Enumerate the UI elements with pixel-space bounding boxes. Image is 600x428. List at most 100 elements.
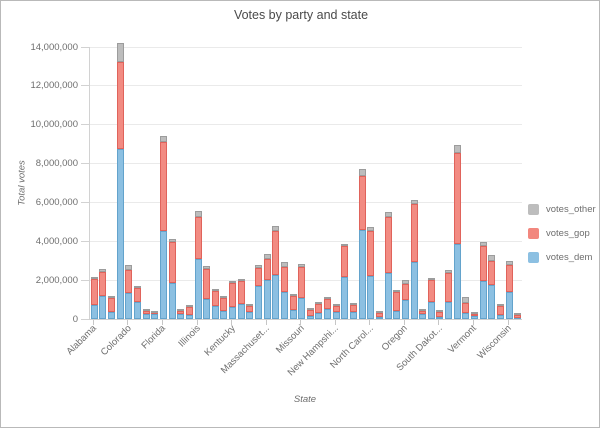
bar-segment-votes_dem-Washington[interactable] [488,285,496,319]
bar-segment-votes_gop-New York[interactable] [358,175,366,231]
bar-segment-votes_other-West Virginia[interactable] [496,303,504,306]
bar-segment-votes_gop-Idaho[interactable] [185,307,193,316]
bar-segment-votes_other-Oregon[interactable] [401,280,409,285]
bar-segment-votes_dem-Tennessee[interactable] [445,302,453,319]
bar-segment-votes_other-Arizona[interactable] [99,269,107,273]
bar-segment-votes_dem-Iowa[interactable] [211,306,219,319]
bar-segment-votes_other-Texas[interactable] [453,144,461,153]
bar-segment-votes_other-Mississippi[interactable] [289,293,297,296]
bar-segment-votes_other-Maryland[interactable] [254,264,262,269]
bar-segment-votes_gop-Utah[interactable] [462,302,470,313]
bar-segment-votes_other-Tennessee[interactable] [445,270,453,273]
bar-segment-votes_other-Florida[interactable] [159,136,167,142]
bar-segment-votes_dem-Texas[interactable] [453,243,461,319]
bar-segment-votes_dem-Arizona[interactable] [99,296,107,319]
bar-segment-votes_gop-Hawaii[interactable] [177,311,185,314]
bar-segment-votes_gop-Georgia[interactable] [168,241,176,283]
bar-segment-votes_gop-West Virginia[interactable] [496,305,504,316]
bar-segment-votes_dem-Virginia[interactable] [479,280,487,319]
bar-segment-votes_gop-Tennessee[interactable] [445,272,453,303]
bar-segment-votes_gop-California[interactable] [116,61,124,149]
bar-segment-votes_dem-Mississippi[interactable] [289,309,297,319]
bar-segment-votes_dem-District of Columbia[interactable] [151,313,159,319]
bar-segment-votes_gop-South Dakota[interactable] [436,312,444,317]
bar-segment-votes_gop-Arkansas[interactable] [108,298,116,312]
bar-segment-votes_dem-Michigan[interactable] [272,274,280,319]
bar-segment-votes_gop-Texas[interactable] [453,152,461,244]
bar-segment-votes_other-Wyoming[interactable] [514,312,522,315]
bar-segment-votes_dem-Nevada[interactable] [324,308,332,319]
bar-segment-votes_gop-Wisconsin[interactable] [505,264,513,293]
bar-segment-votes_dem-Missouri[interactable] [298,298,306,319]
bar-segment-votes_gop-Louisiana[interactable] [237,280,245,304]
bar-segment-votes_gop-Florida[interactable] [159,141,167,232]
bar-segment-votes_dem-Nebraska[interactable] [315,313,323,319]
bar-segment-votes_gop-Iowa[interactable] [211,290,219,307]
bar-segment-votes_gop-Mississippi[interactable] [289,295,297,310]
bar-segment-votes_dem-Vermont[interactable] [470,315,478,319]
bar-segment-votes_gop-Alabama[interactable] [90,279,98,305]
bar-segment-votes_dem-North Carolina[interactable] [367,276,375,319]
bar-segment-votes_other-Nevada[interactable] [324,296,332,299]
bar-segment-votes_other-Hawaii[interactable] [177,309,185,312]
bar-segment-votes_dem-New Hampshire[interactable] [332,312,340,319]
bar-segment-votes_other-Ohio[interactable] [384,212,392,218]
bar-segment-votes_gop-Missouri[interactable] [298,267,306,299]
bar-segment-votes_dem-South Carolina[interactable] [427,302,435,319]
bar-segment-votes_other-Nebraska[interactable] [315,301,323,304]
bar-segment-votes_other-Pennsylvania[interactable] [410,200,418,205]
bar-segment-votes_dem-Massachusetts[interactable] [263,280,271,319]
bar-segment-votes_dem-Maryland[interactable] [254,286,262,319]
bar-segment-votes_other-Connecticut[interactable] [134,286,142,289]
bar-segment-votes_other-California[interactable] [116,43,124,62]
bar-segment-votes_other-Idaho[interactable] [185,305,193,308]
bar-segment-votes_other-Rhode Island[interactable] [419,308,427,311]
legend-item-votes_other[interactable]: votes_other [528,197,596,221]
bar-segment-votes_dem-New Mexico[interactable] [350,311,358,319]
bar-segment-votes_gop-Kansas[interactable] [220,297,228,311]
legend-item-votes_dem[interactable]: votes_dem [528,245,596,269]
bar-segment-votes_gop-Delaware[interactable] [142,310,150,315]
bar-segment-votes_other-Virginia[interactable] [479,241,487,247]
bar-segment-votes_dem-Minnesota[interactable] [280,292,288,319]
bar-segment-votes_other-New Mexico[interactable] [350,303,358,306]
bar-segment-votes_other-Massachusetts[interactable] [263,254,271,260]
bar-segment-votes_gop-Maryland[interactable] [254,268,262,287]
bar-segment-votes_other-Washington[interactable] [488,254,496,262]
bar-segment-votes_gop-North Dakota[interactable] [375,312,383,318]
bar-segment-votes_other-Montana[interactable] [306,308,314,311]
bar-segment-votes_gop-South Carolina[interactable] [427,279,435,303]
bar-segment-votes_other-South Dakota[interactable] [436,310,444,313]
bar-segment-votes_other-Michigan[interactable] [272,225,280,231]
bar-segment-votes_dem-Utah[interactable] [462,312,470,319]
bar-segment-votes_dem-Kansas[interactable] [220,310,228,319]
bar-segment-votes_gop-New Mexico[interactable] [350,305,358,312]
bar-segment-votes_gop-Virginia[interactable] [479,246,487,281]
bar-segment-votes_other-Kansas[interactable] [220,295,228,298]
bar-segment-votes_dem-Pennsylvania[interactable] [410,262,418,319]
bar-segment-votes_gop-Wyoming[interactable] [514,314,522,318]
bar-segment-votes_gop-Indiana[interactable] [203,268,211,299]
bar-segment-votes_other-Delaware[interactable] [142,308,150,311]
bar-segment-votes_other-Wisconsin[interactable] [505,261,513,265]
bar-segment-votes_gop-Oklahoma[interactable] [393,292,401,311]
bar-segment-votes_dem-Ohio[interactable] [384,272,392,319]
bar-segment-votes_dem-Illinois[interactable] [194,258,202,319]
bar-segment-votes_other-New Hampshire[interactable] [332,303,340,306]
bar-segment-votes_gop-Oregon[interactable] [401,284,409,300]
bar-segment-votes_gop-Nebraska[interactable] [315,303,323,314]
bar-segment-votes_other-New Jersey[interactable] [341,243,349,247]
bar-segment-votes_other-Kentucky[interactable] [229,281,237,284]
bar-segment-votes_other-South Carolina[interactable] [427,277,435,280]
bar-segment-votes_gop-Minnesota[interactable] [280,266,288,293]
bar-segment-votes_dem-Indiana[interactable] [203,298,211,319]
bar-segment-votes_other-Utah[interactable] [462,297,470,303]
bar-segment-votes_dem-Alabama[interactable] [90,304,98,319]
bar-segment-votes_dem-Maine[interactable] [246,312,254,319]
bar-segment-votes_dem-New Jersey[interactable] [341,277,349,319]
bar-segment-votes_dem-South Dakota[interactable] [436,316,444,319]
bar-segment-votes_other-Iowa[interactable] [211,288,219,291]
bar-segment-votes_other-Indiana[interactable] [203,265,211,269]
bar-segment-votes_dem-Louisiana[interactable] [237,303,245,319]
bar-segment-votes_dem-New York[interactable] [358,230,366,319]
